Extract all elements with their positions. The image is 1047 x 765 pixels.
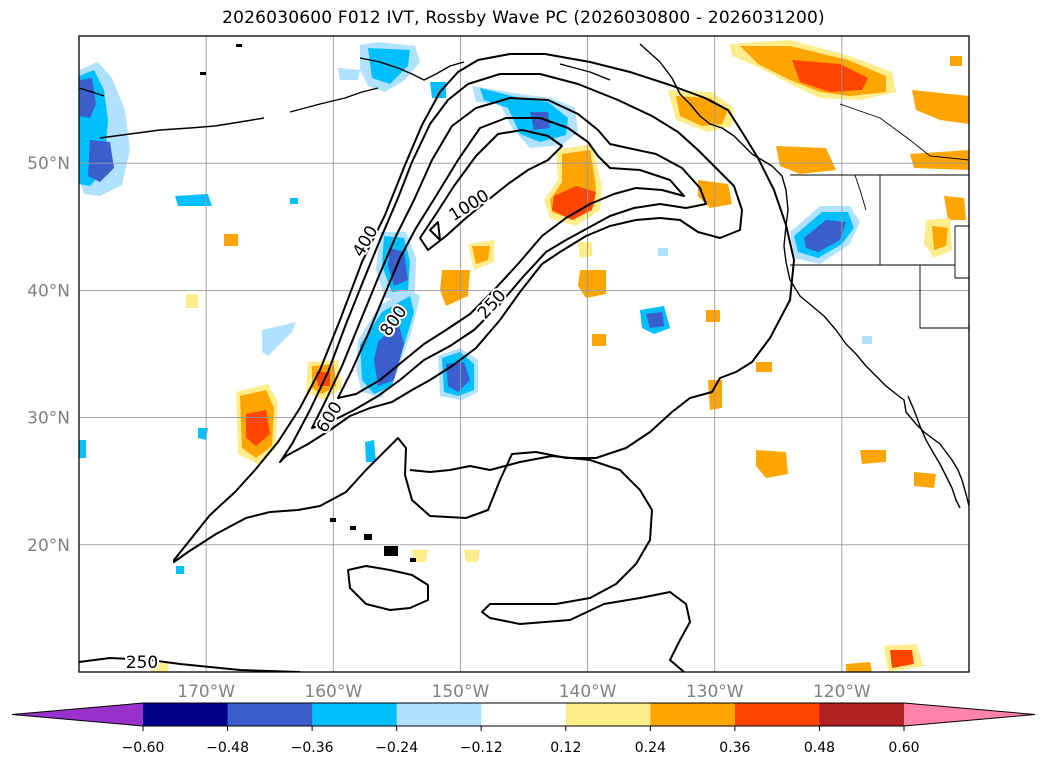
longitude-tick-label: 170°W [177, 682, 235, 702]
longitude-tick-label: 120°W [813, 682, 871, 702]
colorbar-tick-label: −0.12 [460, 740, 503, 756]
ivt-contour-1000-inner [429, 221, 441, 241]
colorbar-segment [396, 703, 482, 726]
longitude-tick-label: 160°W [304, 682, 362, 702]
colorbar-segment [565, 703, 651, 726]
latitude-tick-label: 30°N [27, 409, 70, 429]
positive-anomaly-region [776, 56, 969, 258]
colorbar-tick-label: −0.60 [122, 740, 165, 756]
ivt-contour-250-sw [79, 657, 301, 672]
latitude-tick-label: 50°N [27, 154, 70, 174]
negative-anomaly-region [338, 42, 446, 98]
pc-anomaly-shading [79, 40, 969, 672]
negative-anomaly-region [79, 62, 130, 196]
latitude-tick-label: 40°N [27, 281, 70, 301]
colorbar-segment [819, 703, 905, 726]
negative-anomaly-region [640, 306, 670, 334]
political-borders [790, 103, 969, 329]
latitude-labels: 50°N 40°N 30°N 20°N [27, 154, 70, 556]
map-background [79, 36, 969, 672]
colorbar-segment [312, 703, 398, 726]
islands [200, 44, 416, 562]
ivt-contour-250 [173, 53, 795, 563]
graticule [79, 36, 969, 672]
colorbar-tick-label: 0.24 [635, 740, 666, 756]
longitude-tick-label: 140°W [559, 682, 617, 702]
coastlines [79, 43, 969, 509]
colorbar-extend-min [12, 703, 143, 726]
colorbar-tick-label: −0.48 [206, 740, 249, 756]
negative-anomaly-region [438, 348, 478, 400]
negative-anomaly-region [356, 290, 420, 398]
ivt-contour-250-south [347, 565, 429, 611]
colorbar-segment [227, 703, 313, 726]
colorbar-extend-max [904, 703, 1035, 726]
ivt-contours [79, 53, 795, 672]
contour-label: 250 [126, 653, 158, 673]
negative-anomaly-region [790, 206, 860, 264]
longitude-tick-label: 130°W [686, 682, 744, 702]
negative-anomaly-region [79, 194, 872, 574]
positive-anomaly-region [730, 40, 896, 100]
map-frame [78, 35, 970, 673]
positive-anomaly-region [236, 384, 278, 464]
ivt-contour-400 [279, 73, 743, 463]
longitude-labels: 170°W 160°W 150°W 140°W 130°W 120°W [177, 682, 871, 702]
ivt-contour-1000 [419, 129, 563, 251]
ivt-contour-800 [337, 117, 685, 399]
colorbar-segment [143, 703, 229, 726]
longitude-tick-label: 150°W [432, 682, 490, 702]
ivt-contour-600 [311, 97, 707, 429]
colorbar-tick-label: 0.60 [888, 740, 919, 756]
colorbar-segment [481, 703, 567, 726]
colorbar-tick-label: −0.24 [375, 740, 418, 756]
colorbar: −0.60 −0.48 −0.36 −0.24 −0.12 0.12 0.24 0.36 0.4… [11, 702, 1036, 756]
colorbar-segment [734, 703, 820, 726]
colorbar-tick-label: 0.12 [550, 740, 581, 756]
colorbar-tick-label: 0.36 [719, 740, 750, 756]
colorbar-segment [650, 703, 736, 726]
ivt-contour-250-south [409, 455, 691, 672]
latitude-tick-label: 20°N [27, 536, 70, 556]
colorbar-tick-label: 0.48 [804, 740, 835, 756]
colorbar-tick-label: −0.36 [291, 740, 334, 756]
figure-title: 2026030600 F012 IVT, Rossby Wave PC (202… [222, 8, 825, 28]
map-content: 250 400 600 800 1000 250 [79, 36, 969, 673]
